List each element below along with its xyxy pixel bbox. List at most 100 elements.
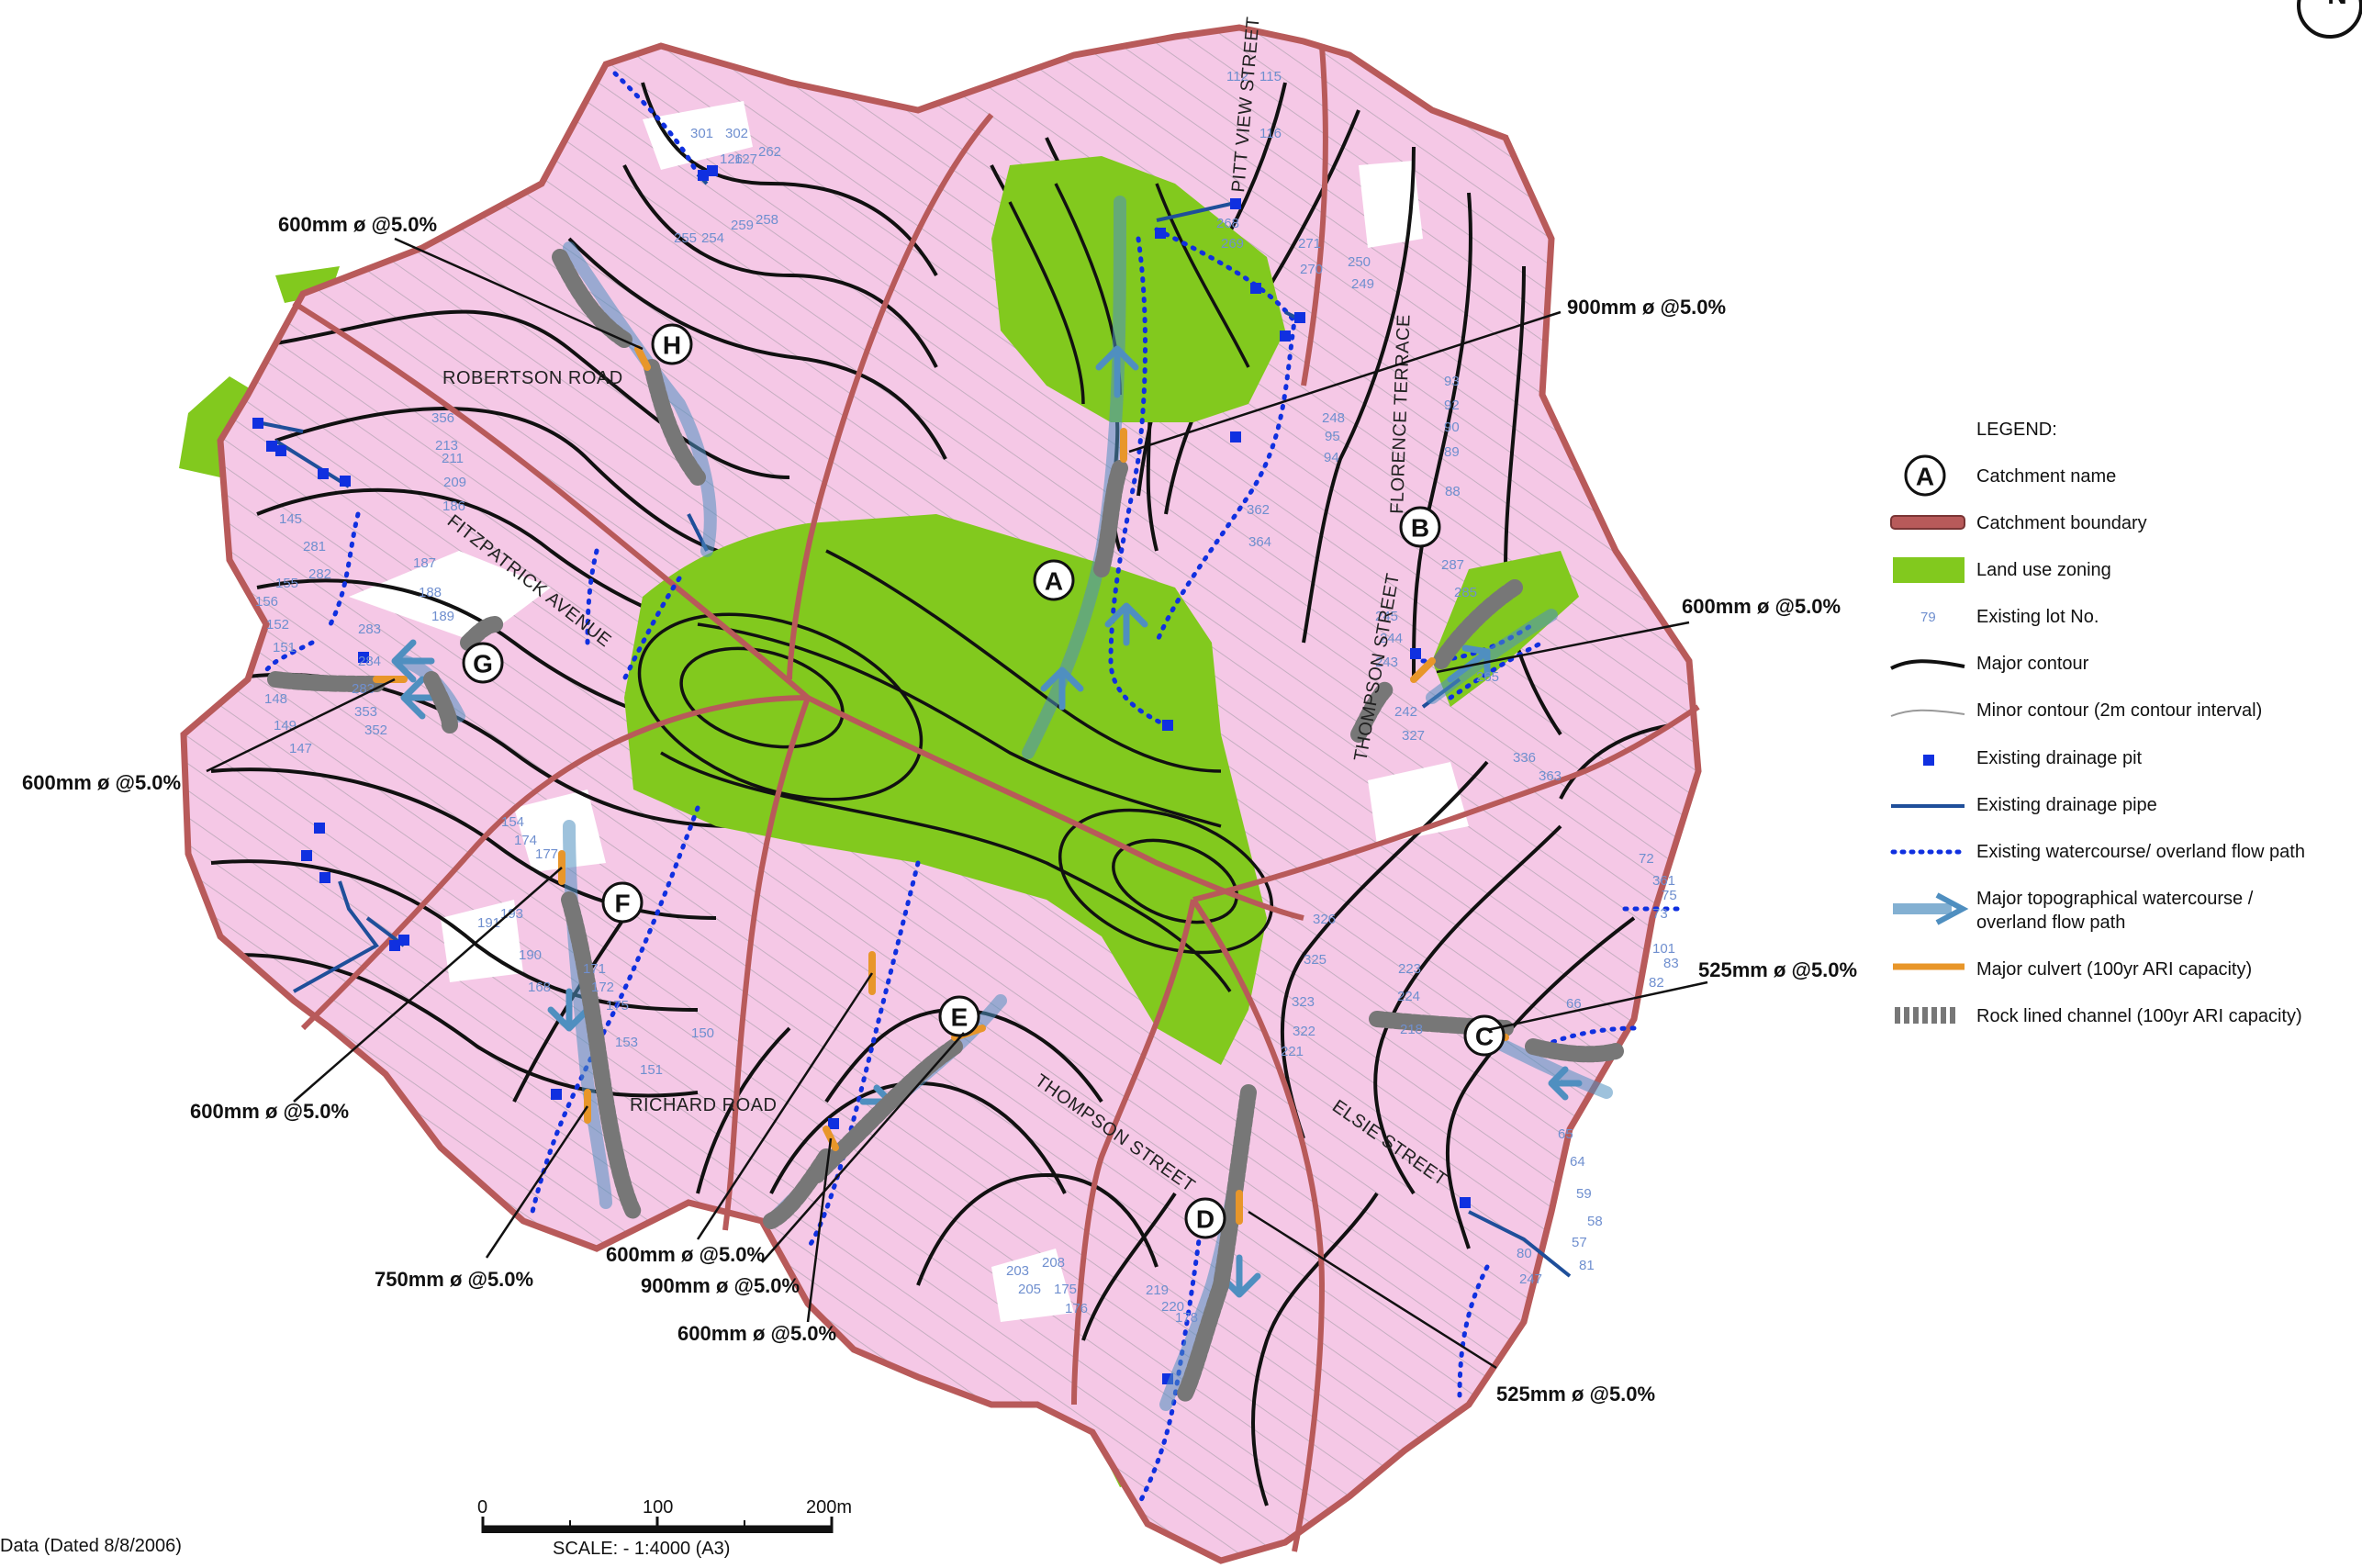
lot-number: 255 bbox=[674, 230, 697, 246]
lot-number: 205 bbox=[1018, 1282, 1041, 1297]
catchment-marker-b: B bbox=[1399, 506, 1441, 548]
lot-number: 72 bbox=[1639, 851, 1654, 867]
scale-bar: 0 100 200m SCALE: - 1:4000 (A3) bbox=[477, 1497, 852, 1559]
lot-number: 168 bbox=[528, 980, 551, 995]
lot-number: 322 bbox=[1293, 1024, 1315, 1039]
lot-number: 219 bbox=[1146, 1282, 1169, 1298]
lot-number: 361 bbox=[1652, 873, 1675, 889]
lot-number: 224 bbox=[1397, 989, 1420, 1004]
culvert bbox=[634, 345, 651, 371]
roads bbox=[292, 45, 1700, 1552]
lot-number: 93 bbox=[1444, 374, 1460, 389]
lot-number: 112 bbox=[1226, 69, 1248, 84]
drainage-pit bbox=[1162, 720, 1173, 731]
flow-arrow-icon bbox=[1040, 666, 1084, 711]
lot-number: 336 bbox=[1513, 750, 1536, 766]
legend-item-catchment-boundary: Catchment boundary bbox=[1976, 513, 2147, 533]
flow-arrow-icon bbox=[1095, 345, 1139, 398]
catchment-marker-e: E bbox=[938, 995, 980, 1037]
lot-number: 302 bbox=[725, 126, 748, 141]
lot-number: 89 bbox=[1444, 444, 1460, 460]
callout-h: 600mm ø @5.0% bbox=[278, 213, 437, 236]
lot-number: 59 bbox=[1576, 1186, 1592, 1202]
drainage-pit bbox=[551, 1089, 562, 1100]
lot-number: 262 bbox=[758, 144, 781, 160]
legend-lot-sample: 79 bbox=[1920, 610, 1936, 625]
flow-arrow-icon bbox=[1548, 1066, 1583, 1101]
lot-number: 218 bbox=[1400, 1022, 1423, 1037]
legend-item-drainage-pit: Existing drainage pit bbox=[1976, 748, 2143, 768]
legend-item-culvert: Major culvert (100yr ARI capacity) bbox=[1976, 959, 2252, 980]
lot-number: 151 bbox=[640, 1062, 663, 1078]
catchment-marker-g: G bbox=[462, 642, 504, 684]
legend-item-land-use: Land use zoning bbox=[1976, 560, 2111, 580]
catchment-marker-h: H bbox=[651, 323, 693, 365]
lot-number: 259 bbox=[731, 218, 754, 233]
flow-arrow-icon bbox=[391, 639, 435, 683]
lot-number: 356 bbox=[431, 410, 454, 426]
drainage-pit bbox=[1230, 198, 1241, 209]
catchment-label: A bbox=[1045, 567, 1063, 596]
lot-number: 282 bbox=[308, 566, 331, 582]
drainage-pit bbox=[1155, 228, 1166, 239]
lot-number: 155 bbox=[275, 576, 298, 591]
lot-number: 250 bbox=[1348, 254, 1371, 270]
catchment-label: D bbox=[1196, 1205, 1215, 1234]
lot-number: 353 bbox=[354, 704, 377, 720]
catchment-marker-a: A bbox=[1033, 559, 1075, 601]
reserve-contours bbox=[637, 183, 1274, 992]
flow-arrow-icon bbox=[547, 988, 591, 1032]
lot-number: 95 bbox=[1325, 429, 1340, 444]
legend: LEGEND: A Catchment name Catchment bound… bbox=[1890, 420, 2305, 1026]
legend-item-lot-no: Existing lot No. bbox=[1976, 607, 2099, 627]
lot-number: 352 bbox=[364, 722, 387, 738]
lot-number: 254 bbox=[701, 230, 724, 246]
lot-number: 101 bbox=[1652, 941, 1675, 957]
drainage-pit bbox=[398, 935, 409, 946]
catchment-marker-f: F bbox=[601, 881, 644, 924]
drainage-pit bbox=[698, 170, 709, 181]
pipe-callouts: 600mm ø @5.0% 900mm ø @5.0% 600mm ø @5.0… bbox=[22, 213, 1857, 1406]
catchment-label: B bbox=[1411, 514, 1429, 543]
drainage-pit bbox=[319, 872, 330, 883]
catchment-marker-c: C bbox=[1463, 1014, 1506, 1057]
callout-d: 525mm ø @5.0% bbox=[1496, 1383, 1655, 1406]
lot-number: 82 bbox=[1649, 975, 1664, 991]
lot-number: 153 bbox=[615, 1035, 638, 1050]
street-label-richard: RICHARD ROAD bbox=[630, 1095, 777, 1115]
lot-number: 151 bbox=[273, 640, 296, 655]
drainage-pit bbox=[301, 850, 312, 861]
drainage-pit bbox=[1294, 312, 1305, 323]
lot-number: 73 bbox=[1652, 906, 1668, 922]
lot-number: 83 bbox=[1663, 956, 1679, 971]
lot-number: 187 bbox=[413, 555, 436, 571]
lot-number: 301 bbox=[690, 126, 713, 141]
lot-number: 90 bbox=[1444, 420, 1460, 435]
lot-number: 188 bbox=[419, 585, 442, 600]
legend-item-catchment-name: Catchment name bbox=[1976, 466, 2116, 487]
lot-number: 243 bbox=[1375, 655, 1398, 670]
landuse-zones bbox=[624, 156, 1579, 1065]
lot-number: 147 bbox=[289, 741, 312, 756]
lot-number: 190 bbox=[519, 947, 542, 963]
callout-f: 600mm ø @5.0% bbox=[190, 1100, 349, 1123]
lot-number: 127 bbox=[734, 151, 757, 167]
lot-number: 247 bbox=[1519, 1271, 1542, 1287]
lot-number: 94 bbox=[1324, 450, 1339, 465]
lot-number: 242 bbox=[1394, 704, 1417, 720]
lot-number: 209 bbox=[443, 475, 466, 490]
lot-number: 327 bbox=[1402, 728, 1425, 744]
drainage-pit bbox=[340, 476, 351, 487]
lot-number: 75 bbox=[1662, 888, 1677, 903]
lot-number: 64 bbox=[1570, 1154, 1585, 1170]
drainage-pit bbox=[1410, 648, 1421, 659]
catchment-label: G bbox=[473, 650, 493, 678]
lot-number: 221 bbox=[1281, 1044, 1304, 1059]
lot-number: 269 bbox=[1221, 236, 1244, 252]
scale-tick-100: 100 bbox=[643, 1497, 673, 1518]
legend-title: LEGEND: bbox=[1976, 420, 2057, 440]
callout-e-900: 900mm ø @5.0% bbox=[641, 1274, 800, 1297]
lot-number: 88 bbox=[1445, 484, 1461, 499]
